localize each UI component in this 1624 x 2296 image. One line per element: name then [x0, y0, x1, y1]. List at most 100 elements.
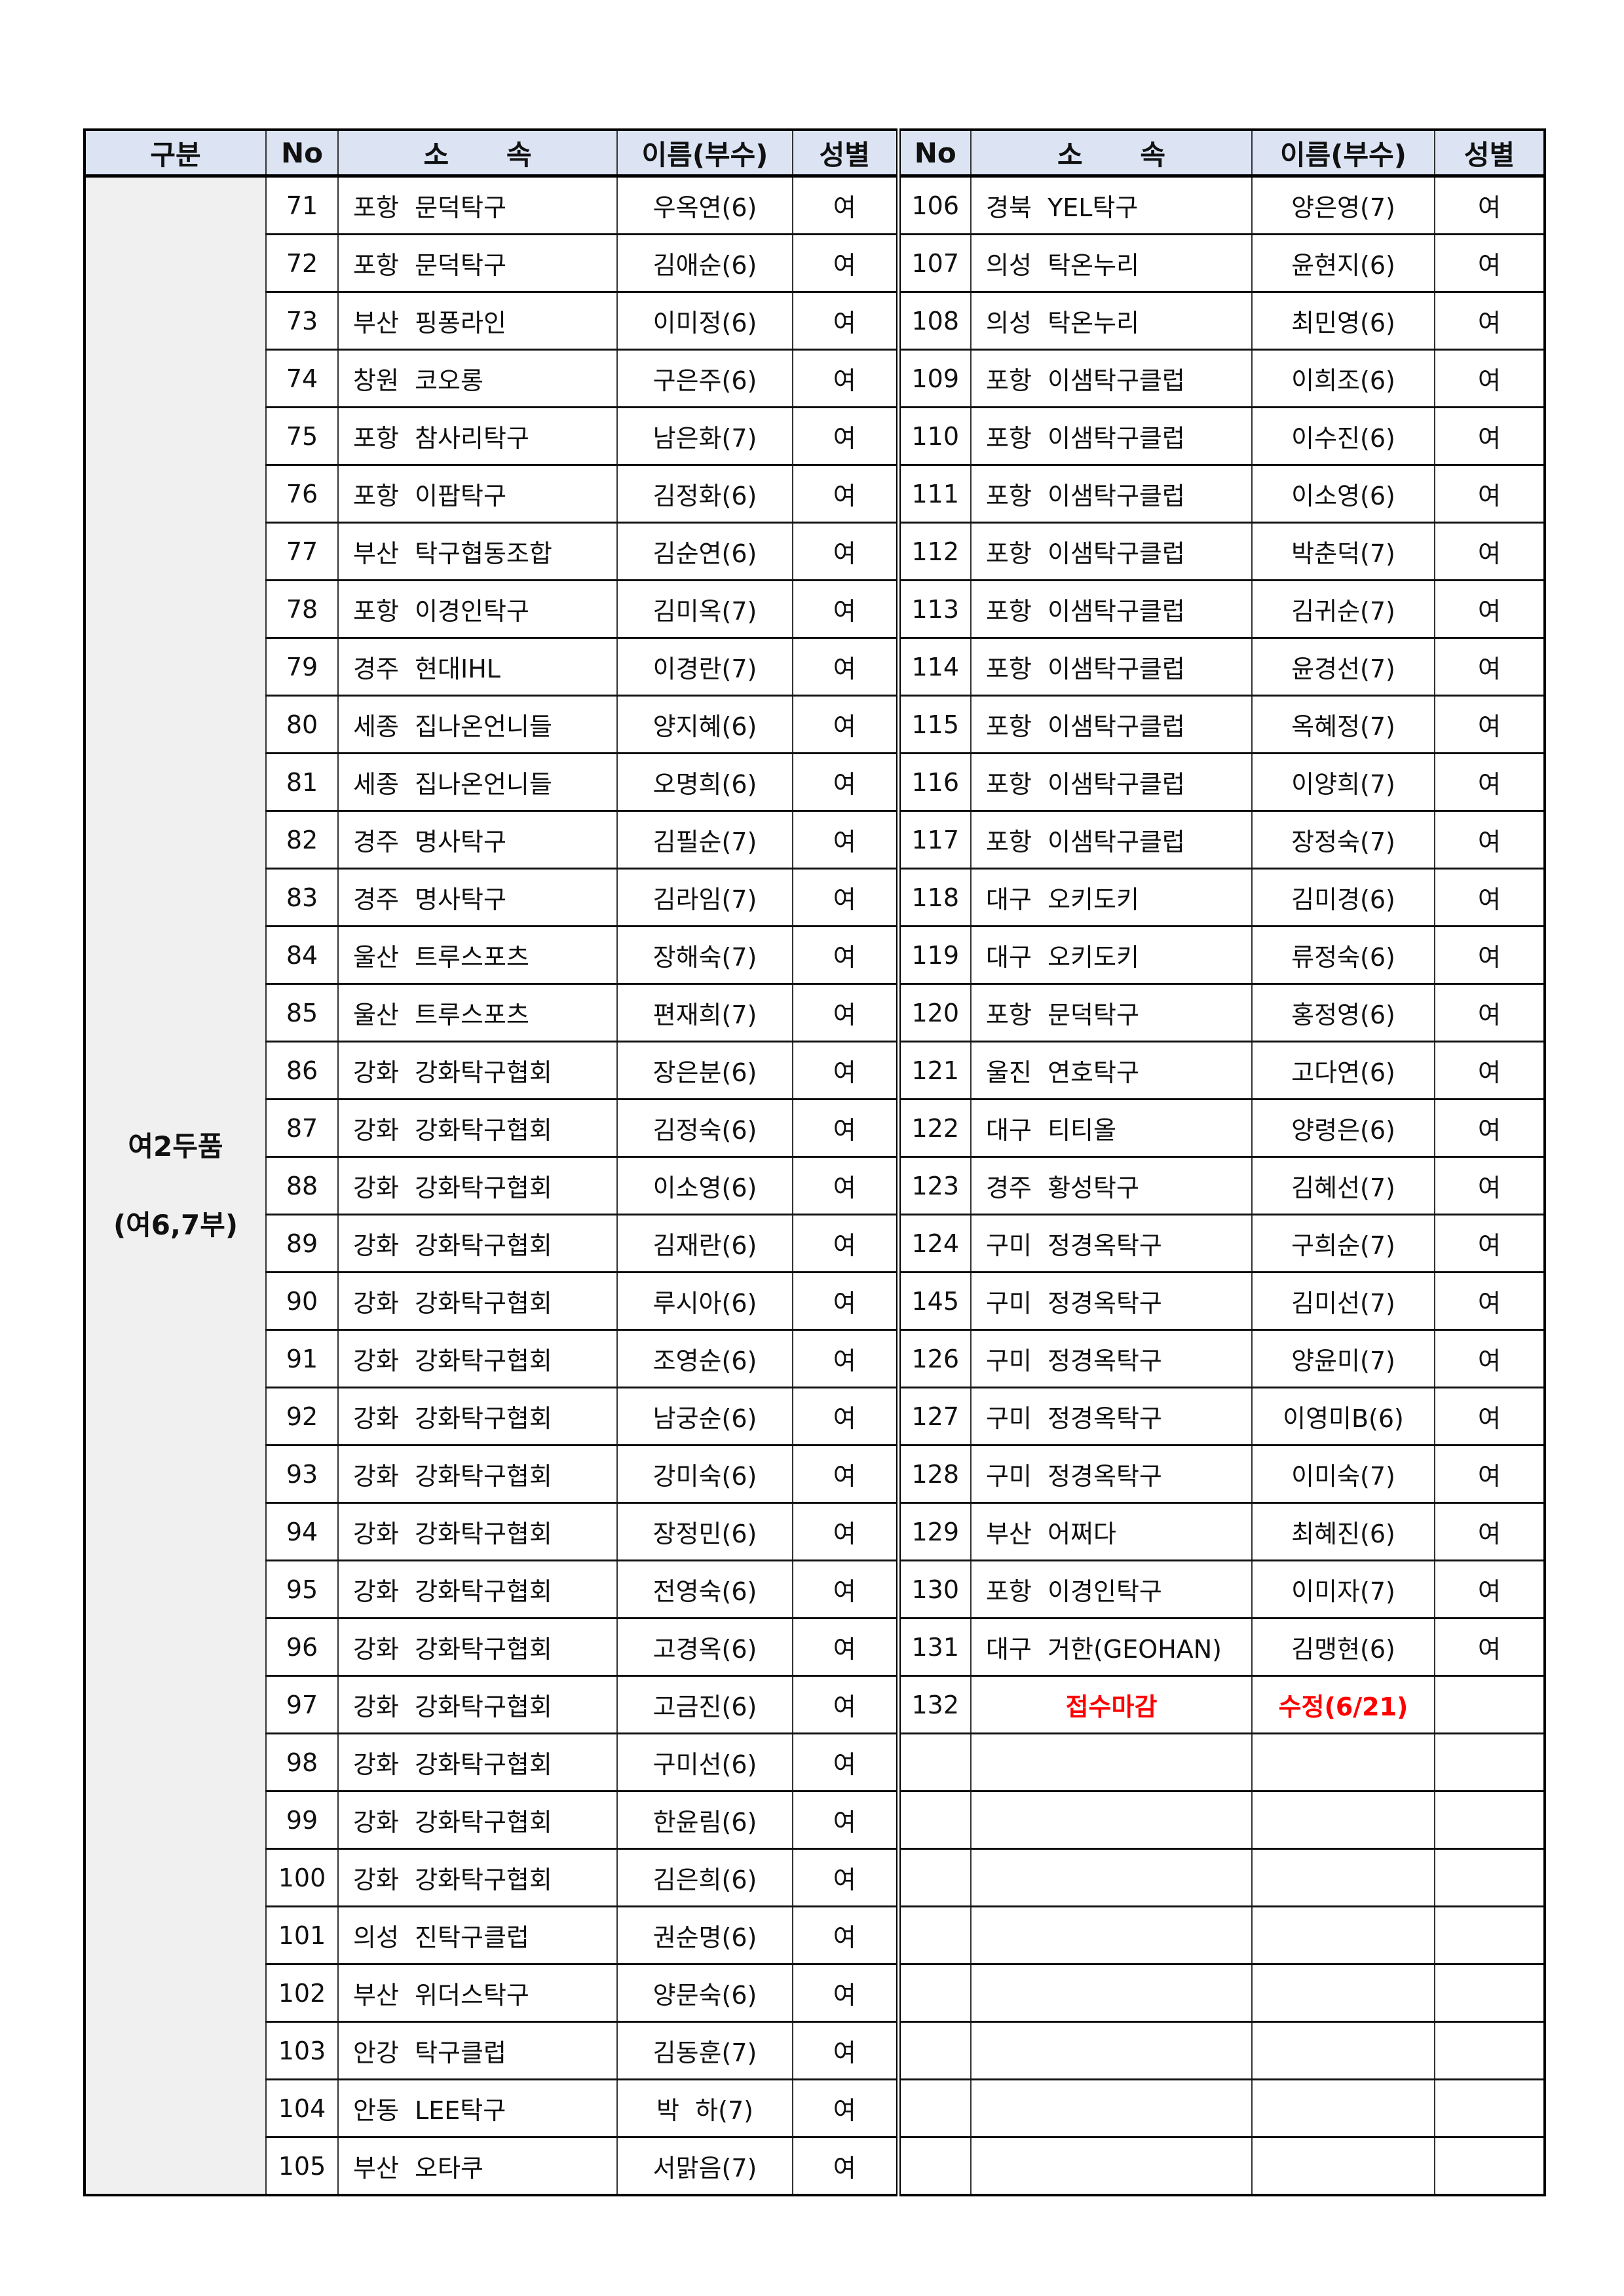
table-row: 77 부산 탁구협동조합 김순연(6) 여 112 포항 이샘탁구클럽 박춘덕(7) 여 — [85, 522, 1545, 581]
entry-gender: 여 — [1434, 233, 1545, 293]
entry-name: 김미경(6) — [1251, 868, 1435, 927]
entry-gender: 여 — [792, 1387, 901, 1446]
entry-no: 92 — [265, 1387, 339, 1446]
entry-name: 장정민(6) — [616, 1502, 793, 1561]
category-subtitle: (여6,7부) — [113, 1208, 238, 1241]
entry-affiliation: 강화 강화탁구협회 — [337, 1329, 618, 1388]
entry-name: 오명희(6) — [616, 752, 793, 812]
entry-no: 73 — [265, 291, 339, 351]
entry-gender: 여 — [792, 1214, 901, 1273]
entry-name: 우옥연(6) — [616, 175, 793, 235]
entry-no: 122 — [897, 1098, 972, 1158]
entry-name: 김라임(7) — [616, 868, 793, 927]
entry-name: 박춘덕(7) — [1251, 522, 1435, 581]
empty-cell — [897, 2021, 972, 2080]
entry-affiliation: 창원 코오롱 — [337, 349, 618, 408]
empty-cell — [1251, 1848, 1435, 1907]
table-row: 94 강화 강화탁구협회 장정민(6) 여 129 부산 어쩌다 최혜진(6) 여 — [85, 1502, 1545, 1561]
entry-gender: 여 — [792, 1041, 901, 1100]
empty-cell — [970, 2021, 1253, 2080]
entry-affiliation-notice: 접수마감 — [970, 1675, 1253, 1734]
entry-gender: 여 — [792, 1502, 901, 1561]
entry-gender: 여 — [1434, 175, 1545, 235]
entry-gender: 여 — [792, 983, 901, 1043]
entry-affiliation: 경주 명사탁구 — [337, 868, 618, 927]
entry-affiliation: 구미 정경옥탁구 — [970, 1387, 1253, 1446]
entry-name: 이희조(6) — [1251, 349, 1435, 408]
entry-affiliation: 강화 강화탁구협회 — [337, 1732, 618, 1792]
entry-gender: 여 — [1434, 522, 1545, 581]
table-row: 88 강화 강화탁구협회 이소영(6) 여 123 경주 황성탁구 김혜선(7) 여 — [85, 1156, 1545, 1215]
entry-affiliation: 포항 이샘탁구클럽 — [970, 752, 1253, 812]
entry-name: 이영미B(6) — [1251, 1387, 1435, 1446]
table-row: 105 부산 오타쿠 서맑음(7) 여 — [85, 2136, 1545, 2196]
entry-no: 83 — [265, 868, 339, 927]
entry-no: 104 — [265, 2078, 339, 2138]
entry-name: 장해숙(7) — [616, 925, 793, 985]
entry-no: 81 — [265, 752, 339, 812]
table-row: 76 포항 이팝탁구 김정화(6) 여 111 포항 이샘탁구클럽 이소영(6) 여 — [85, 464, 1545, 524]
table-row: 84 울산 트루스포츠 장해숙(7) 여 119 대구 오키도키 류정숙(6) 여 — [85, 925, 1545, 985]
entry-affiliation: 강화 강화탁구협회 — [337, 1271, 618, 1331]
entry-no: 80 — [265, 695, 339, 754]
entry-name: 양은영(7) — [1251, 175, 1435, 235]
entry-name: 류정숙(6) — [1251, 925, 1435, 985]
entry-name: 윤경선(7) — [1251, 637, 1435, 697]
entry-name: 김필순(7) — [616, 810, 793, 870]
entry-no: 88 — [265, 1156, 339, 1215]
empty-cell — [897, 1905, 972, 1965]
entry-affiliation: 구미 정경옥탁구 — [970, 1271, 1253, 1331]
entry-name: 홍정영(6) — [1251, 983, 1435, 1043]
table-row: 74 창원 코오롱 구은주(6) 여 109 포항 이샘탁구클럽 이희조(6) 여 — [85, 349, 1545, 408]
entry-affiliation: 포항 이팝탁구 — [337, 464, 618, 524]
entry-affiliation: 의성 탁온누리 — [970, 291, 1253, 351]
entry-affiliation: 경주 명사탁구 — [337, 810, 618, 870]
entry-no: 76 — [265, 464, 339, 524]
entry-affiliation: 포항 문덕탁구 — [337, 233, 618, 293]
entry-affiliation: 강화 강화탁구협회 — [337, 1790, 618, 1850]
entry-gender: 여 — [792, 522, 901, 581]
empty-cell — [970, 1963, 1253, 2023]
header-row: 구분 No 소 속 이름(부수) 성별 No 소 속 이름(부수) 성별 — [84, 129, 1545, 178]
entry-name: 박 하(7) — [616, 2078, 793, 2138]
registration-table: 구분 No 소 속 이름(부수) 성별 No 소 속 이름(부수) 성별 여2두… — [83, 128, 1546, 2196]
entry-affiliation: 안강 탁구클럽 — [337, 2021, 618, 2080]
entry-affiliation: 포항 이샘탁구클럽 — [970, 406, 1253, 466]
entry-no: 95 — [265, 1559, 339, 1619]
entry-affiliation: 경북 YEL탁구 — [970, 175, 1253, 235]
entry-affiliation: 세종 집나온언니들 — [337, 695, 618, 754]
entry-affiliation: 포항 이샘탁구클럽 — [970, 579, 1253, 639]
entry-gender: 여 — [792, 406, 901, 466]
entry-name: 고금진(6) — [616, 1675, 793, 1734]
table-row: 80 세종 집나온언니들 양지혜(6) 여 115 포항 이샘탁구클럽 옥혜정(7) 여 — [85, 695, 1545, 754]
entry-no: 106 — [897, 175, 972, 235]
entry-no: 130 — [897, 1559, 972, 1619]
table-row: 78 포항 이경인탁구 김미옥(7) 여 113 포항 이샘탁구클럽 김귀순(7) 여 — [85, 579, 1545, 639]
entry-name: 전영숙(6) — [616, 1559, 793, 1619]
entry-no: 102 — [265, 1963, 339, 2023]
table-row: 82 경주 명사탁구 김필순(7) 여 117 포항 이샘탁구클럽 장정숙(7) 여 — [85, 810, 1545, 870]
table-row: 79 경주 현대IHL 이경란(7) 여 114 포항 이샘탁구클럽 윤경선(7) 여 — [85, 637, 1545, 697]
entry-affiliation: 포항 문덕탁구 — [337, 175, 618, 235]
empty-cell — [1251, 1963, 1435, 2023]
entry-gender — [1434, 1675, 1545, 1734]
entry-affiliation: 포항 이샘탁구클럽 — [970, 464, 1253, 524]
entry-name: 김미옥(7) — [616, 579, 793, 639]
entry-name: 김미선(7) — [1251, 1271, 1435, 1331]
header-category: 구분 — [84, 129, 267, 178]
entry-name: 남은화(7) — [616, 406, 793, 466]
entry-gender: 여 — [792, 1156, 901, 1215]
entry-name: 양문숙(6) — [616, 1963, 793, 2023]
empty-cell — [970, 2078, 1253, 2138]
entry-affiliation: 부산 오타쿠 — [337, 2136, 618, 2196]
table-row: 95 강화 강화탁구협회 전영숙(6) 여 130 포항 이경인탁구 이미자(7) 여 — [85, 1559, 1545, 1619]
table-row: 99 강화 강화탁구협회 한윤림(6) 여 — [85, 1790, 1545, 1850]
empty-cell — [1434, 2078, 1545, 2138]
entry-no: 97 — [265, 1675, 339, 1734]
entry-affiliation: 강화 강화탁구협회 — [337, 1502, 618, 1561]
table-row: 104 안동 LEE탁구 박 하(7) 여 — [85, 2078, 1545, 2138]
entry-affiliation: 대구 오키도키 — [970, 925, 1253, 985]
entry-no: 120 — [897, 983, 972, 1043]
entry-affiliation: 강화 강화탁구협회 — [337, 1675, 618, 1734]
entry-affiliation: 포항 참사리탁구 — [337, 406, 618, 466]
